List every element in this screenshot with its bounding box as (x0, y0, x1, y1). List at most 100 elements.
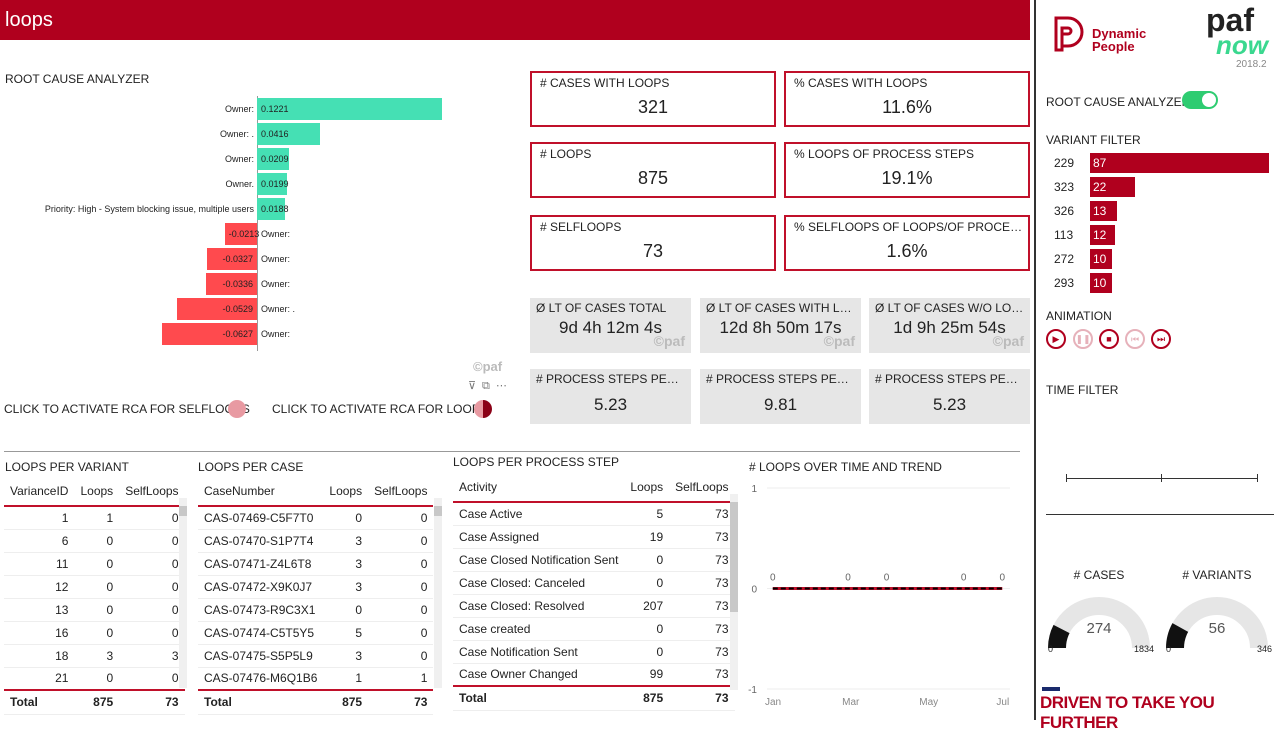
stop-icon[interactable]: ■ (1099, 329, 1119, 349)
table-cell: 0 (368, 621, 434, 645)
play-icon[interactable]: ▶ (1046, 329, 1066, 349)
table-cell: CAS-07471-Z4L6T8 (198, 552, 324, 576)
table-row[interactable]: Case Assigned 19 73 (453, 525, 735, 549)
variant-filter-item[interactable]: 229 87 (1046, 153, 1276, 173)
tick (1161, 474, 1162, 482)
table-row[interactable]: 12 0 0 (4, 575, 185, 599)
column-header[interactable]: SelfLoops (119, 476, 185, 507)
step-table-title: LOOPS PER PROCESS STEP (453, 455, 620, 469)
table-cell: 0 (74, 529, 120, 553)
table-cell: 73 (669, 640, 735, 664)
table-row[interactable]: 18 3 3 (4, 644, 185, 668)
column-header[interactable]: SelfLoops (368, 476, 434, 507)
total-cell: 875 (74, 689, 120, 715)
table-row[interactable]: Case Closed Notification Sent 0 73 (453, 548, 735, 572)
rca-bar[interactable]: 0.1221 (257, 98, 442, 120)
table-cell: 0 (74, 598, 120, 622)
rca-bar[interactable]: 0.0199 (257, 173, 289, 195)
table-row[interactable]: Case Closed: Canceled 0 73 (453, 571, 735, 595)
table-row[interactable]: Case created 0 73 (453, 617, 735, 641)
rca-bar[interactable]: 0.0188 (257, 198, 289, 220)
table-row[interactable]: CAS-07475-S5P5L9 3 0 (198, 644, 434, 668)
rca-switch[interactable] (1182, 91, 1218, 109)
rca-bar[interactable]: -0.0213 (224, 223, 259, 245)
rca-bar-label: Owner: . (261, 304, 296, 314)
skip-back-icon[interactable]: ⏮ (1125, 329, 1145, 349)
table-cell: 0 (119, 552, 185, 576)
table-row[interactable]: 13 0 0 (4, 598, 185, 622)
table-row[interactable]: CAS-07473-R9C3X1 0 0 (198, 598, 434, 622)
rca-bar[interactable]: 0.0209 (257, 148, 289, 170)
column-header[interactable]: SelfLoops (669, 472, 735, 503)
variant-table-scrollbar[interactable] (179, 498, 187, 688)
variant-filter-item[interactable]: 113 12 (1046, 225, 1276, 245)
rca-selfloops-toggle[interactable] (228, 400, 246, 418)
table-cell: CAS-07476-M6Q1B6 (198, 667, 324, 691)
variant-bar: 10 (1090, 273, 1112, 293)
column-header[interactable]: Loops (74, 476, 120, 507)
total-row: Total 875 73 (453, 685, 735, 711)
kpi-lt-without-loops: Ø LT OF CASES W/O LOOPS 1d 9h 25m 54s ©paf (869, 298, 1030, 353)
table-row[interactable]: Case Owner Changed 99 73 (453, 663, 735, 687)
case-table: CaseNumber Loops SelfLoops CAS-07469-C5F7T0… (198, 476, 434, 715)
table-row[interactable]: 16 0 0 (4, 621, 185, 645)
total-cell: Total (4, 689, 75, 715)
table-cell: Case Closed: Resolved (453, 594, 625, 618)
variant-filter-item[interactable]: 323 22 (1046, 177, 1276, 197)
skip-forward-icon[interactable]: ⏭ (1151, 329, 1171, 349)
column-header[interactable]: VarianceID (4, 476, 75, 507)
gauge-title: # CASES (1073, 568, 1125, 582)
rca-bar[interactable]: -0.0627 (162, 323, 257, 345)
column-header[interactable]: Loops (624, 472, 670, 503)
page-title: loops (0, 0, 1030, 40)
table-cell: 0 (119, 598, 185, 622)
table-cell: 1 (368, 667, 434, 691)
table-cell: 19 (624, 525, 670, 549)
table-row[interactable]: 21 0 0 (4, 667, 185, 691)
step-table-scrollbar[interactable] (730, 494, 738, 690)
rca-bar[interactable]: 0.0416 (257, 123, 321, 145)
column-header[interactable]: CaseNumber (198, 476, 324, 507)
watermark: ©paf (473, 359, 503, 374)
variant-filter-item[interactable]: 326 13 (1046, 201, 1276, 221)
variant-filter-item[interactable]: 293 10 (1046, 273, 1276, 293)
column-header[interactable]: Activity (453, 472, 625, 503)
column-header[interactable]: Loops (323, 476, 369, 507)
slogan: DRIVEN TO TAKE YOU FURTHER (1040, 693, 1215, 732)
table-row[interactable]: CAS-07469-C5F7T0 0 0 (198, 506, 434, 530)
variant-id: 272 (1054, 252, 1075, 266)
table-row[interactable]: 11 0 0 (4, 552, 185, 576)
pause-icon[interactable]: ❚❚ (1073, 329, 1093, 349)
dynamic-people-logo: Dynamic People (1092, 26, 1147, 54)
table-row[interactable]: CAS-07471-Z4L6T8 3 0 (198, 552, 434, 576)
visual-header-icons[interactable]: ⊽⧉⋯ (468, 380, 513, 392)
variant-filter-item[interactable]: 272 10 (1046, 249, 1276, 269)
table-row[interactable]: CAS-07476-M6Q1B6 1 1 (198, 667, 434, 691)
table-row[interactable]: CAS-07470-S1P7T4 3 0 (198, 529, 434, 553)
table-row[interactable]: Case Notification Sent 0 73 (453, 640, 735, 664)
time-slider[interactable] (1066, 478, 1258, 479)
table-cell: 73 (669, 502, 735, 526)
table-cell: 1 (4, 506, 75, 530)
rca-bar[interactable]: -0.0529 (176, 298, 257, 320)
version: 2018.2 (1236, 59, 1267, 70)
table-cell: Case Active (453, 502, 625, 526)
table-cell: 0 (119, 529, 185, 553)
table-row[interactable]: Case Closed: Resolved 207 73 (453, 594, 735, 618)
table-cell: 73 (669, 617, 735, 641)
table-row[interactable]: CAS-07472-X9K0J7 3 0 (198, 575, 434, 599)
case-table-scrollbar[interactable] (434, 498, 442, 688)
gauge-title: # VARIANTS (1182, 568, 1252, 582)
gauge-fill (1048, 624, 1070, 649)
variant-table: VarianceID Loops SelfLoops 1 1 0 6 0 0 11 0 0 12 0 0 13… (4, 476, 185, 715)
y-tick-label: 0 (751, 585, 757, 596)
variant-id: 293 (1054, 276, 1075, 290)
rca-loops-toggle[interactable] (474, 400, 492, 418)
rca-bar[interactable]: -0.0327 (207, 248, 257, 270)
table-row[interactable]: CAS-07474-C5T5Y5 5 0 (198, 621, 434, 645)
rca-bar[interactable]: -0.0336 (206, 273, 257, 295)
step-table: Activity Loops SelfLoops Case Active 5 73 Case… (453, 472, 735, 711)
table-row[interactable]: Case Active 5 73 (453, 502, 735, 526)
